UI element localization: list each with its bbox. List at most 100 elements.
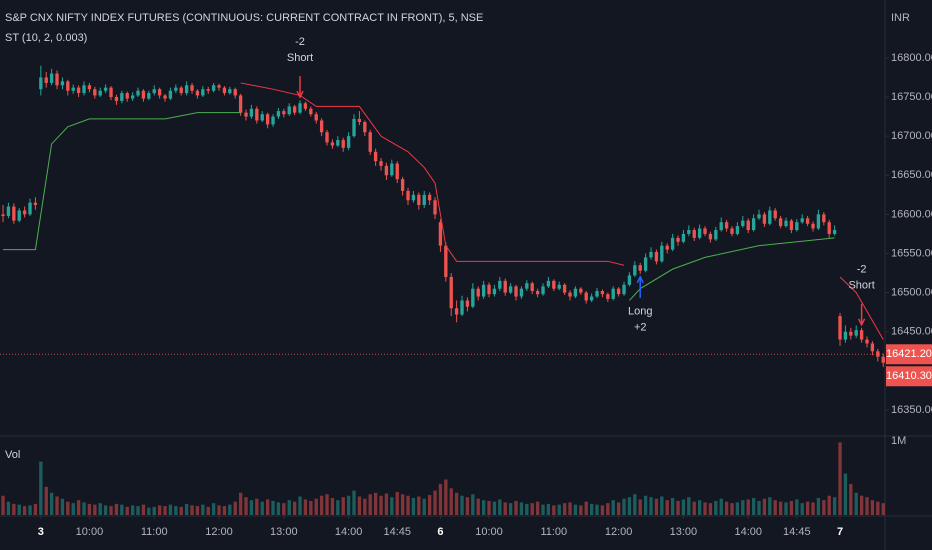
candle-body	[503, 280, 507, 293]
candle-body	[271, 116, 275, 125]
volume-bar	[179, 506, 183, 515]
candle-body	[255, 108, 259, 121]
chart-title: S&P CNX NIFTY INDEX FUTURES (CONTINUOUS:…	[5, 12, 483, 24]
volume-bar	[460, 495, 464, 515]
volume-bar	[724, 501, 729, 515]
candle-body	[190, 85, 194, 91]
candle-body	[265, 114, 270, 125]
candle-body	[417, 194, 421, 205]
candle-body	[195, 90, 200, 96]
volume-bar	[206, 506, 210, 515]
candle-body	[649, 251, 653, 258]
candle-body	[514, 286, 518, 297]
volume-bar	[546, 503, 551, 515]
volume-bar	[1, 495, 5, 515]
candle-body	[49, 73, 54, 83]
candle-body	[411, 194, 416, 201]
candle-body	[168, 90, 173, 99]
volume-bar	[562, 503, 567, 515]
volume-bar	[39, 461, 43, 515]
price-mark-box	[886, 344, 932, 365]
candle-body	[287, 106, 291, 115]
volume-bar	[611, 500, 615, 515]
signal-label: +2	[634, 322, 647, 334]
volume-bar	[422, 498, 426, 515]
volume-bar	[130, 505, 135, 515]
candle-body	[325, 132, 329, 143]
candle-body	[865, 339, 869, 344]
candle-body	[751, 218, 756, 231]
candle-body	[357, 118, 362, 123]
volume-bar	[865, 497, 869, 515]
volume-bar	[627, 497, 632, 515]
candle-body	[17, 210, 21, 221]
candle-body	[471, 288, 475, 307]
candle-body	[336, 140, 340, 146]
volume-bar	[822, 500, 826, 515]
volume-label: Vol	[5, 449, 20, 461]
candle-body	[800, 218, 804, 223]
volume-bar	[109, 506, 113, 515]
candle-body	[492, 288, 497, 295]
volume-bar	[298, 496, 302, 515]
x-tick-label: 13:00	[670, 526, 698, 538]
volume-bar	[260, 501, 264, 515]
candle-body	[438, 222, 443, 246]
candle-body	[98, 90, 102, 96]
volume-bar	[103, 505, 108, 515]
signal-label: -2	[295, 36, 305, 48]
x-tick-label: 7	[837, 526, 843, 538]
candle-body	[141, 90, 146, 99]
volume-bar	[330, 497, 335, 515]
volume-bar	[33, 503, 38, 515]
volume-bar	[255, 498, 259, 515]
volume-bar	[498, 499, 502, 515]
candle-body	[568, 292, 572, 297]
candle-body	[476, 288, 480, 297]
volume-bar	[703, 502, 707, 515]
volume-bar	[843, 473, 848, 515]
candle-body	[60, 81, 65, 86]
volume-bar	[789, 500, 794, 515]
volume-bar	[487, 500, 491, 515]
candle-body	[822, 214, 826, 223]
volume-bar	[535, 501, 540, 515]
volume-bar	[832, 497, 837, 515]
candle-body	[373, 151, 378, 162]
candle-body	[816, 214, 821, 229]
candle-body	[433, 200, 437, 215]
candle-body	[557, 284, 561, 289]
volume-bar	[589, 503, 594, 515]
candle-body	[784, 220, 788, 227]
volume-bar	[174, 506, 178, 515]
candle-body	[363, 122, 367, 133]
candle-body	[147, 93, 151, 99]
volume-bar	[827, 495, 831, 515]
candle-body	[319, 120, 324, 133]
candle-body	[681, 233, 686, 242]
volume-bar	[341, 497, 345, 515]
candle-body	[541, 286, 545, 295]
volume-bar	[433, 490, 437, 515]
volume-bar	[735, 502, 740, 515]
candle-body	[579, 288, 583, 293]
volume-bar	[368, 494, 372, 515]
volume-bar	[481, 500, 486, 515]
volume-bar	[795, 499, 799, 515]
signal-arrow-head	[857, 318, 866, 327]
price-mark-label: 16410.30	[886, 370, 932, 382]
volume-bar	[120, 504, 124, 515]
volume-bar	[28, 505, 32, 515]
volume-bar	[282, 503, 286, 515]
candle-body	[400, 179, 405, 191]
candle-body	[606, 294, 610, 299]
candle-body	[481, 284, 486, 297]
volume-bar	[838, 442, 842, 515]
candle-body	[719, 222, 723, 231]
volume-bar	[384, 493, 389, 515]
volume-bar	[508, 503, 513, 515]
candle-body	[584, 292, 588, 301]
candle-body	[789, 220, 794, 231]
x-tick-label: 14:00	[335, 526, 363, 538]
volume-bar	[643, 495, 648, 515]
